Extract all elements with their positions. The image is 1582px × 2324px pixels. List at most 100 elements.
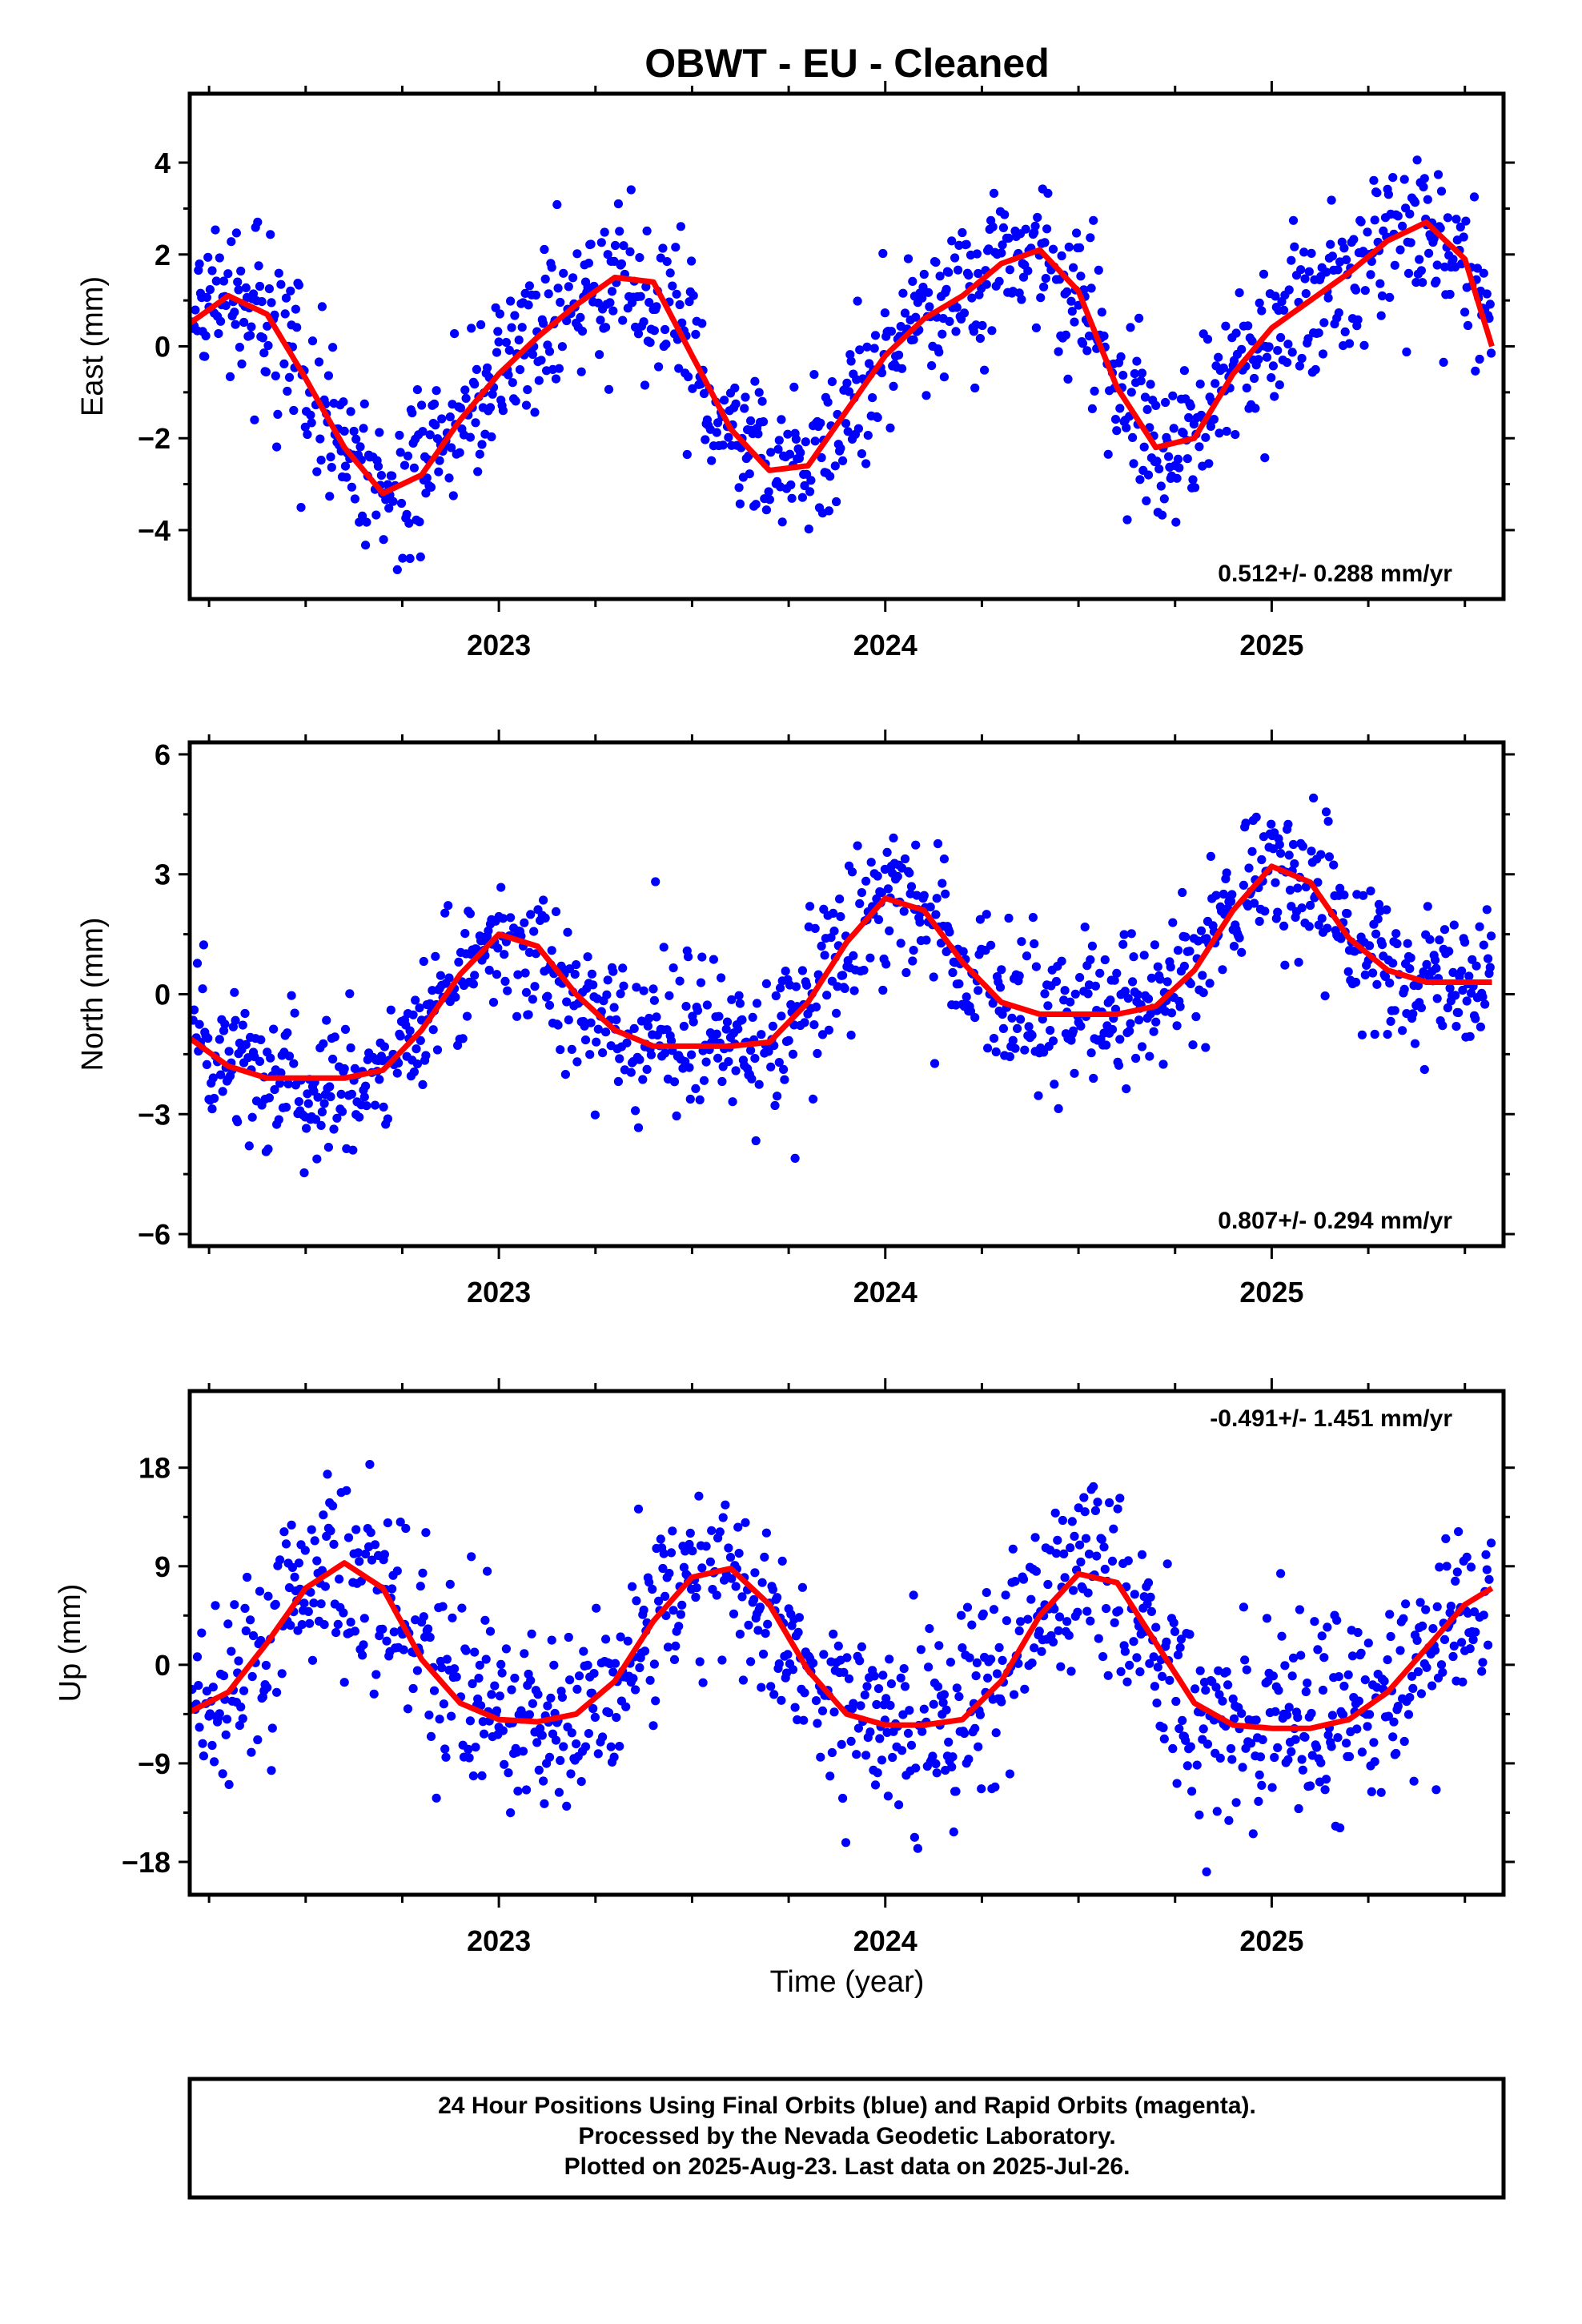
- data-point: [1146, 1606, 1156, 1616]
- data-point: [415, 517, 424, 527]
- data-point: [303, 1606, 313, 1616]
- data-point: [439, 1699, 449, 1709]
- data-point: [1186, 1742, 1195, 1751]
- data-point: [1479, 268, 1488, 278]
- data-point: [200, 352, 210, 361]
- data-point: [964, 271, 974, 280]
- data-point: [648, 1721, 658, 1731]
- data-point: [1402, 347, 1411, 357]
- data-point: [881, 1694, 891, 1703]
- data-point: [291, 304, 300, 314]
- data-point: [679, 1562, 689, 1572]
- data-point: [355, 442, 365, 452]
- data-point: [633, 1504, 644, 1514]
- data-point: [444, 973, 454, 983]
- data-point: [752, 999, 762, 1008]
- data-point: [701, 1542, 711, 1551]
- data-point: [392, 1068, 402, 1078]
- data-point: [1273, 1743, 1283, 1752]
- data-point: [1382, 905, 1391, 915]
- data-point: [503, 986, 512, 995]
- data-point: [804, 525, 813, 534]
- data-point: [284, 372, 295, 382]
- data-point: [939, 854, 949, 864]
- data-point: [534, 1765, 544, 1775]
- data-point: [1300, 274, 1310, 283]
- data-point: [224, 1047, 234, 1056]
- data-point: [1039, 1047, 1049, 1057]
- data-point: [1294, 958, 1303, 967]
- data-point: [565, 1675, 575, 1685]
- data-point: [1379, 1676, 1389, 1686]
- data-point: [1155, 975, 1165, 984]
- data-point: [1107, 1556, 1118, 1566]
- data-point: [236, 1702, 246, 1712]
- data-point: [1487, 1538, 1496, 1548]
- data-point: [1204, 459, 1214, 468]
- data-point: [1391, 1748, 1401, 1759]
- data-point: [299, 1598, 309, 1608]
- data-point: [1311, 364, 1320, 375]
- data-point: [493, 327, 503, 336]
- data-point: [1360, 1675, 1370, 1685]
- data-point: [241, 283, 251, 292]
- data-point: [1037, 1647, 1046, 1656]
- data-point: [846, 1736, 856, 1746]
- data-point: [695, 1095, 705, 1104]
- data-point: [1290, 859, 1299, 869]
- data-point: [1027, 1659, 1037, 1668]
- data-point: [877, 368, 887, 378]
- data-point: [768, 1021, 778, 1031]
- data-point: [508, 378, 517, 388]
- data-point: [1401, 1599, 1411, 1609]
- data-point: [432, 386, 441, 396]
- y-tick-label: 9: [155, 1550, 171, 1583]
- data-point: [1257, 854, 1267, 865]
- data-point: [1283, 358, 1292, 368]
- data-point: [861, 876, 871, 886]
- data-point: [339, 1608, 348, 1618]
- data-point: [908, 956, 917, 966]
- data-point: [1353, 1627, 1363, 1638]
- data-point: [1191, 1011, 1201, 1022]
- data-point: [774, 1659, 784, 1669]
- data-point: [801, 437, 810, 447]
- data-point: [533, 1690, 543, 1699]
- data-point: [468, 979, 479, 989]
- data-point: [896, 1673, 905, 1683]
- data-point: [684, 372, 693, 382]
- data-point: [283, 386, 292, 396]
- data-point: [426, 482, 436, 493]
- data-point: [269, 1024, 279, 1034]
- data-point: [1288, 215, 1299, 225]
- data-point: [1405, 1693, 1415, 1703]
- data-point: [244, 1141, 254, 1151]
- data-point: [1172, 473, 1182, 483]
- data-point: [1103, 449, 1113, 459]
- data-point: [1418, 278, 1427, 287]
- data-point: [1323, 1622, 1332, 1632]
- y-tick-label: 6: [155, 738, 171, 771]
- data-point: [203, 1033, 213, 1043]
- data-point: [1343, 1670, 1353, 1679]
- data-point: [668, 281, 677, 291]
- data-point: [1431, 955, 1440, 965]
- data-point: [1274, 1686, 1283, 1695]
- data-point: [1090, 1506, 1100, 1515]
- data-point: [1161, 397, 1170, 408]
- data-point: [488, 389, 497, 399]
- data-point: [797, 493, 808, 502]
- data-point: [989, 1605, 999, 1614]
- data-point: [608, 1667, 618, 1677]
- data-point: [800, 480, 809, 491]
- data-point: [1130, 1590, 1139, 1599]
- data-point: [750, 376, 760, 386]
- data-point: [1390, 1006, 1399, 1015]
- data-point: [416, 1582, 425, 1591]
- data-point: [408, 1683, 418, 1694]
- data-point: [1031, 323, 1041, 332]
- data-point: [618, 963, 628, 973]
- data-point: [1465, 1644, 1475, 1654]
- data-point: [376, 471, 386, 480]
- data-point: [567, 1044, 576, 1054]
